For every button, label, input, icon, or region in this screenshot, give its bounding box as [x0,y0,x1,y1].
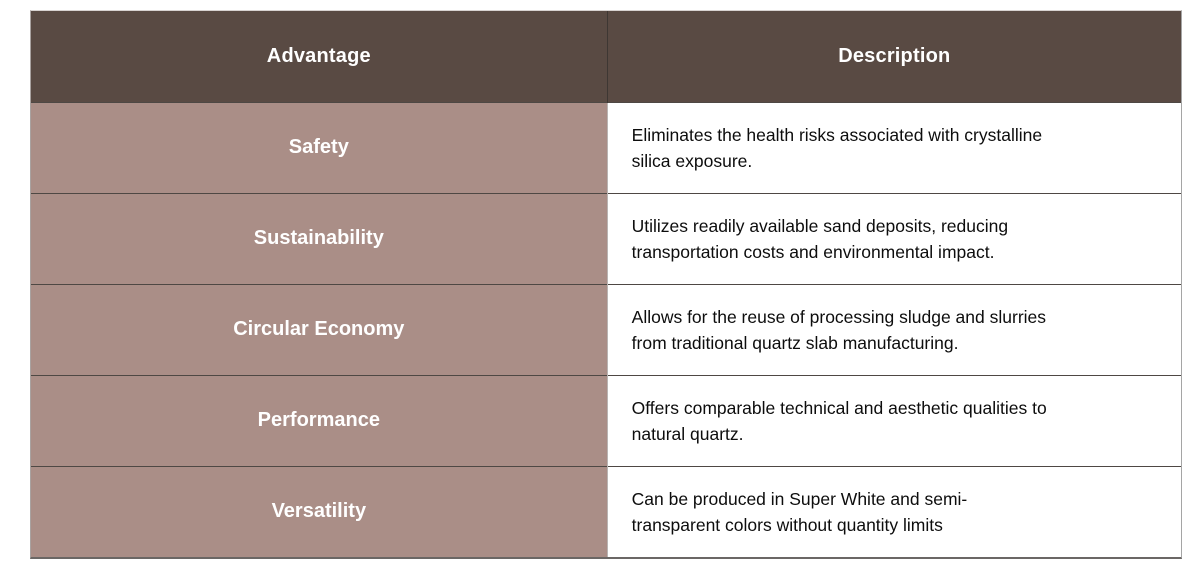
description-cell: Offers comparable technical and aestheti… [606,374,1181,466]
description-text: Utilizes readily available sand deposits… [631,215,1009,262]
advantage-cell: Performance [31,374,608,466]
advantages-table-container: Advantage Description Safety Eliminates … [30,10,1182,559]
advantage-cell: Circular Economy [31,283,608,375]
description-cell: Can be produced in Super White and semi-… [606,465,1181,557]
table-row: Circular Economy Allows for the reuse of… [31,283,1181,375]
description-text: Eliminates the health risks associated w… [631,124,1043,171]
column-header-description: Description [606,11,1181,102]
description-cell: Utilizes readily available sand deposits… [606,192,1181,284]
table-row: Performance Offers comparable technical … [31,374,1181,466]
table-row: Safety Eliminates the health risks assoc… [31,101,1181,193]
advantage-cell: Versatility [31,465,608,557]
description-text: Offers comparable technical and aestheti… [631,397,1047,444]
advantage-cell: Sustainability [31,192,608,284]
description-cell: Eliminates the health risks associated w… [606,101,1181,193]
description-text: Allows for the reuse of processing sludg… [631,306,1047,353]
column-header-advantage: Advantage [31,11,608,102]
header-row: Advantage Description [31,11,1181,102]
table-row: Versatility Can be produced in Super Whi… [31,465,1181,557]
advantages-table: Advantage Description Safety Eliminates … [31,11,1181,557]
advantage-cell: Safety [31,101,608,193]
table-row: Sustainability Utilizes readily availabl… [31,192,1181,284]
description-text: Can be produced in Super White and semi-… [631,488,968,535]
description-cell: Allows for the reuse of processing sludg… [606,283,1181,375]
